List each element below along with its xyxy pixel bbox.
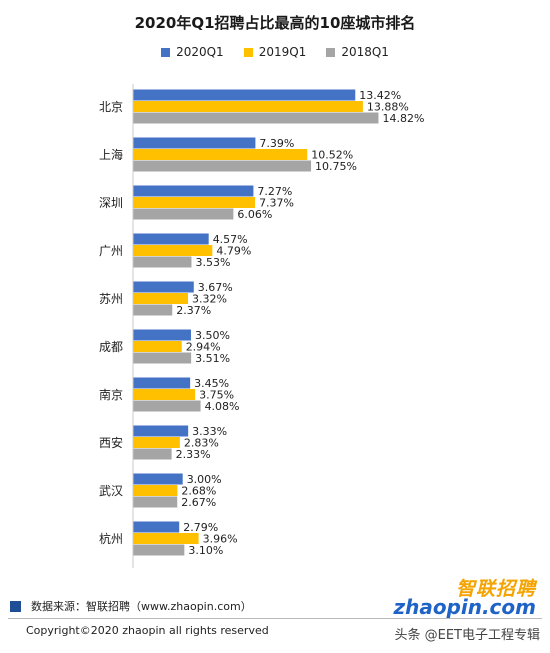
legend-swatch-2020q1 xyxy=(161,47,171,57)
value-label: 10.75% xyxy=(315,160,357,173)
legend-swatch-2019q1 xyxy=(243,47,253,57)
bar-2020q1 xyxy=(133,233,209,245)
category-label: 成都 xyxy=(99,340,123,354)
value-label: 3.50% xyxy=(195,329,230,342)
legend-label-2019q1: 2019Q1 xyxy=(258,45,307,59)
category-label: 上海 xyxy=(99,147,123,162)
data-source-text: 数据来源：智联招聘（www.zhaopin.com） xyxy=(31,600,252,613)
chart-title: 2020年Q1招聘占比最高的10座城市排名 xyxy=(134,14,416,32)
bar-2019q1 xyxy=(133,437,180,448)
data-source: 数据来源：智联招聘（www.zhaopin.com） xyxy=(10,598,252,614)
logo-chinese: 智联招聘 xyxy=(455,578,536,600)
value-label: 3.45% xyxy=(194,377,229,390)
bar-2018q1 xyxy=(133,256,192,268)
category-label: 深圳 xyxy=(99,196,123,210)
legend-item-2019q1: 2019Q1 xyxy=(243,45,307,59)
legend: 2020Q1 2019Q1 2018Q1 xyxy=(0,45,550,59)
bar-2020q1 xyxy=(133,473,183,485)
category-label: 杭州 xyxy=(99,531,123,546)
legend-item-2020q1: 2020Q1 xyxy=(161,45,224,59)
value-label: 4.57% xyxy=(213,233,248,246)
source-marker-icon xyxy=(10,600,21,612)
footer-divider xyxy=(8,618,542,619)
bar-2020q1 xyxy=(133,425,189,437)
value-label: 13.88% xyxy=(367,101,409,114)
value-label: 2.68% xyxy=(181,485,216,498)
value-label: 2.37% xyxy=(176,304,211,317)
legend-item-2018q1: 2018Q1 xyxy=(326,45,389,59)
value-label: 2.94% xyxy=(186,341,221,354)
bar-2018q1 xyxy=(133,496,178,508)
value-label: 3.33% xyxy=(192,425,227,438)
bar-2019q1 xyxy=(133,149,308,160)
bar-2020q1 xyxy=(133,89,356,101)
bar-2018q1 xyxy=(133,160,312,172)
bar-2020q1 xyxy=(133,281,194,293)
value-label: 3.96% xyxy=(203,533,238,546)
zhaopin-logo: 智联招聘 zhaopin.com xyxy=(393,578,536,619)
value-label: 3.32% xyxy=(192,293,227,306)
bar-2018q1 xyxy=(133,352,192,364)
bar-2018q1 xyxy=(133,304,173,316)
value-label: 2.33% xyxy=(176,448,211,461)
bar-2019q1 xyxy=(133,101,363,112)
bar-2020q1 xyxy=(133,377,191,389)
value-label: 14.82% xyxy=(382,112,424,125)
bar-2019q1 xyxy=(133,389,196,400)
bar-2020q1 xyxy=(133,521,180,533)
bar-2019q1 xyxy=(133,533,199,544)
bar-2020q1 xyxy=(133,329,191,341)
bar-chart: 北京 13.42%13.88%14.82% 上海 7.39% 10.52%10.75% 深… xyxy=(99,84,424,568)
value-label: 3.00% xyxy=(187,473,222,486)
legend-label-2020q1: 2020Q1 xyxy=(176,45,224,59)
bar-2020q1 xyxy=(133,185,254,197)
bar-2019q1 xyxy=(133,485,178,496)
bar-2019q1 xyxy=(133,341,182,352)
value-label: 3.53% xyxy=(195,256,230,269)
category-label: 武汉 xyxy=(99,484,123,498)
bar-2020q1 xyxy=(133,137,256,149)
legend-label-2018q1: 2018Q1 xyxy=(341,45,389,59)
value-label: 3.51% xyxy=(195,352,230,365)
value-label: 6.06% xyxy=(237,208,272,221)
value-label: 2.79% xyxy=(183,521,218,534)
bar-2019q1 xyxy=(133,197,256,208)
logo-english: zhaopin.com xyxy=(393,595,536,619)
value-label: 7.39% xyxy=(259,137,294,150)
category-label: 苏州 xyxy=(99,292,123,306)
category-label: 北京 xyxy=(99,100,123,114)
copyright: Copyright©2020 zhaopin all rights reserv… xyxy=(26,624,269,637)
category-label: 广州 xyxy=(99,244,123,258)
bar-2018q1 xyxy=(133,112,379,124)
bar-2018q1 xyxy=(133,400,201,412)
bar-2019q1 xyxy=(133,245,213,256)
watermark: 头条 @EET电子工程专辑 xyxy=(394,628,540,643)
value-label: 4.79% xyxy=(216,245,251,258)
bar-2018q1 xyxy=(133,208,234,220)
value-label: 7.27% xyxy=(257,185,292,198)
value-label: 7.37% xyxy=(259,197,294,210)
value-label: 13.42% xyxy=(359,89,401,102)
value-label: 3.75% xyxy=(199,389,234,402)
value-label: 10.52% xyxy=(311,149,353,162)
value-label: 3.67% xyxy=(198,281,233,294)
category-label: 南京 xyxy=(99,387,123,402)
value-label: 3.10% xyxy=(188,544,223,557)
bar-2018q1 xyxy=(133,544,185,556)
bar-2018q1 xyxy=(133,448,172,460)
value-label: 4.08% xyxy=(205,400,240,413)
value-label: 2.67% xyxy=(181,496,216,509)
legend-swatch-2018q1 xyxy=(326,47,336,57)
category-label: 西安 xyxy=(99,435,123,450)
value-label: 2.83% xyxy=(184,437,219,450)
bar-2019q1 xyxy=(133,293,188,304)
